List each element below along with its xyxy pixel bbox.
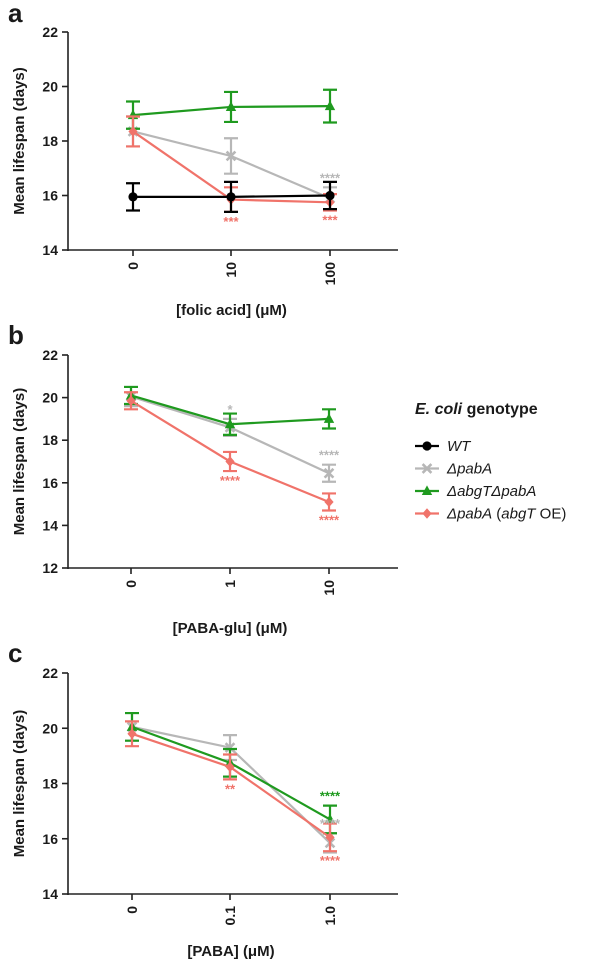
significance-star: ****: [319, 512, 340, 527]
significance-star: **: [225, 781, 236, 796]
panel-letter-b: b: [8, 320, 24, 350]
legend-label-pabA: ΔpabA: [446, 461, 492, 478]
x-tick-label: 0: [123, 580, 139, 588]
chart-panel-c: c 14 16 18 20 22 0 0.1 1.0 Mean lifespan (days) [P…: [8, 638, 398, 960]
y-axis-label: Mean lifespan (days): [11, 388, 28, 536]
legend-title-rest: genotype: [462, 401, 538, 418]
y-tick-label: 20: [42, 79, 58, 95]
y-tick-label: 16: [42, 475, 58, 491]
data-point-pabA: [225, 150, 237, 162]
significance-star: ****: [220, 473, 241, 488]
legend-marker-pabA_abgT_OE: [422, 508, 432, 519]
data-point-pabA_abgT_OE: [126, 395, 136, 406]
x-tick-label: 100: [322, 262, 338, 286]
x-axis-label: [PABA-glu] (μM): [173, 620, 288, 637]
data-point-WT: [128, 192, 138, 202]
y-tick-label: 16: [42, 188, 58, 204]
legend-label-part: OE): [535, 506, 566, 523]
chart-panel-a: a 14 16 18 20 22 0 10 100 Mean lifespan (days) [fo…: [8, 0, 398, 319]
data-point-pabA: [323, 467, 335, 479]
legend-label-abgTpabA: ΔabgTΔpabA: [446, 483, 536, 500]
y-tick-label: 12: [42, 560, 58, 576]
series-WT: [126, 180, 337, 213]
legend-label-part: ΔpabA: [446, 506, 492, 523]
y-axis-label: Mean lifespan (days): [11, 67, 28, 215]
x-tick-label: 10: [223, 262, 239, 278]
y-tick-label: 22: [42, 24, 58, 40]
legend-label-pabA_abgT_OE: ΔpabA (abgT OE): [446, 506, 566, 523]
y-tick-label: 14: [42, 886, 58, 902]
significance-star: ***: [223, 214, 239, 229]
data-point-abgTpabA: [323, 413, 335, 423]
data-point-abgTpabA: [324, 100, 336, 111]
data-point-abgTpabA: [324, 813, 336, 824]
significance-star: ****: [320, 170, 341, 185]
series-pabA_abgT_OE: [125, 720, 337, 853]
significance-star: ***: [322, 212, 338, 227]
data-point-abgTpabA: [225, 101, 237, 111]
data-point-abgTpabA: [224, 418, 236, 429]
legend-label-WT: WT: [447, 438, 472, 455]
panel-letter-a: a: [8, 0, 23, 28]
x-tick-label: 0.1: [222, 906, 238, 926]
x-tick-label: 1.0: [322, 906, 338, 926]
x-tick-label: 10: [321, 580, 337, 596]
legend-label-part: ΔabgTΔpabA: [446, 483, 536, 500]
data-point-pabA_abgT_OE: [225, 761, 235, 773]
chart-panel-b: b 12 14 16 18 20 22 0 1 10 Mean lifespan (days) [PA…: [8, 320, 398, 637]
y-tick-label: 22: [42, 665, 58, 681]
legend-marker-abgTpabA: [421, 485, 433, 495]
y-tick-label: 20: [42, 720, 58, 736]
legend-title: E. coli genotype: [415, 401, 538, 418]
x-axis-label: [PABA] (μM): [187, 943, 274, 960]
data-point-pabA_abgT_OE: [127, 728, 137, 739]
y-tick-label: 18: [42, 432, 58, 448]
data-point-WT: [226, 192, 236, 202]
x-axis-label: [folic acid] (μM): [176, 302, 287, 319]
legend-title-italic: E. coli: [415, 401, 463, 418]
panel-letter-c: c: [8, 638, 22, 668]
y-axis-label: Mean lifespan (days): [11, 710, 28, 858]
series-abgTpabA: [126, 88, 337, 130]
legend: E. coli genotype WT ΔpabA ΔabgTΔpabA ΔpabA (…: [415, 401, 566, 523]
data-point-WT: [325, 190, 335, 201]
significance-star: ****: [320, 853, 341, 868]
data-point-pabA: [224, 742, 236, 753]
y-tick-label: 20: [42, 390, 58, 406]
y-tick-label: 14: [42, 517, 58, 533]
legend-label-part: abgT: [501, 506, 537, 523]
x-tick-label: 0: [125, 262, 141, 270]
data-point-pabA_abgT_OE: [128, 126, 138, 137]
data-point-pabA_abgT_OE: [225, 456, 235, 467]
significance-star: *: [227, 402, 233, 417]
x-tick-label: 0: [124, 906, 140, 914]
y-tick-label: 18: [42, 133, 58, 149]
y-tick-label: 22: [42, 347, 58, 363]
data-point-pabA_abgT_OE: [325, 832, 335, 843]
x-tick-label: 1: [222, 580, 238, 588]
significance-star: ****: [319, 448, 340, 463]
series-pabA_abgT_OE: [124, 391, 336, 512]
legend-label-part: (: [492, 506, 501, 523]
significance-star: ****: [320, 816, 341, 831]
legend-marker-WT: [422, 441, 432, 451]
legend-marker-pabA: [421, 463, 433, 474]
y-tick-label: 16: [42, 831, 58, 847]
legend-label-part: ΔpabA: [446, 461, 492, 478]
significance-star: ****: [320, 789, 341, 804]
y-tick-label: 18: [42, 776, 58, 792]
y-tick-label: 14: [42, 242, 58, 258]
data-point-pabA_abgT_OE: [324, 496, 334, 508]
legend-label-part: WT: [447, 438, 472, 455]
